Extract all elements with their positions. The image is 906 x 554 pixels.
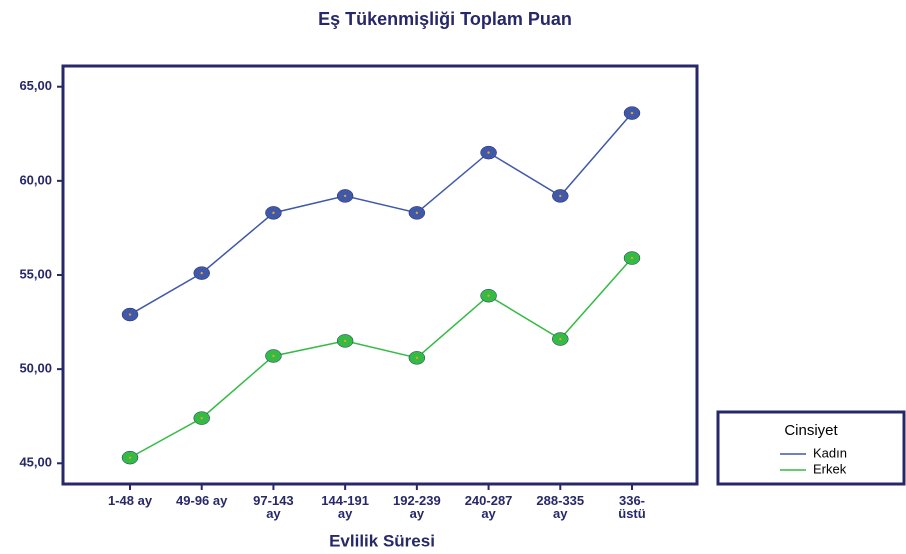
legend-label: Erkek — [813, 461, 847, 476]
legend-label: Kadın — [813, 445, 847, 460]
y-tick-label: 55,00 — [19, 266, 52, 281]
x-tick-label: 192-239 ay — [392, 493, 441, 521]
x-tick-label: 144-191 ay — [321, 493, 369, 521]
plot-frame — [61, 64, 699, 486]
point-center — [630, 256, 634, 260]
x-tick-label: 49-96 ay — [176, 493, 228, 508]
legend-box — [716, 410, 906, 486]
x-tick-label: 240-287 ay — [464, 493, 513, 521]
point-center — [272, 354, 275, 358]
point-center — [128, 456, 132, 459]
point-center — [415, 356, 419, 360]
point-center — [487, 151, 490, 154]
point-center — [200, 416, 203, 420]
y-tick-label: 50,00 — [19, 361, 52, 376]
point-center — [343, 194, 347, 198]
x-tick-label: 336- üstü — [618, 493, 646, 521]
x-tick-label: 97-143 ay — [253, 493, 294, 521]
y-tick-label: 65,00 — [19, 78, 52, 93]
legend-title: Cinsiyet — [784, 422, 838, 439]
y-tick-label: 45,00 — [19, 455, 52, 470]
point-center — [559, 337, 562, 341]
point-center — [487, 294, 490, 297]
point-center — [272, 211, 275, 215]
x-axis-label: Evlilik Süresi — [329, 531, 435, 550]
point-center — [559, 194, 562, 198]
point-center — [630, 111, 634, 115]
x-tick-label: 288-335 ay — [536, 493, 585, 521]
chart-title: Eş Tükenmişliği Toplam Puan — [318, 9, 572, 29]
point-center — [128, 313, 132, 316]
point-center — [415, 211, 419, 215]
x-tick-label: 1-48 ay — [107, 493, 153, 508]
y-tick-label: 60,00 — [19, 172, 52, 187]
series-line — [129, 112, 633, 316]
point-center — [343, 339, 347, 343]
series-line — [129, 257, 633, 459]
point-center — [200, 271, 203, 275]
